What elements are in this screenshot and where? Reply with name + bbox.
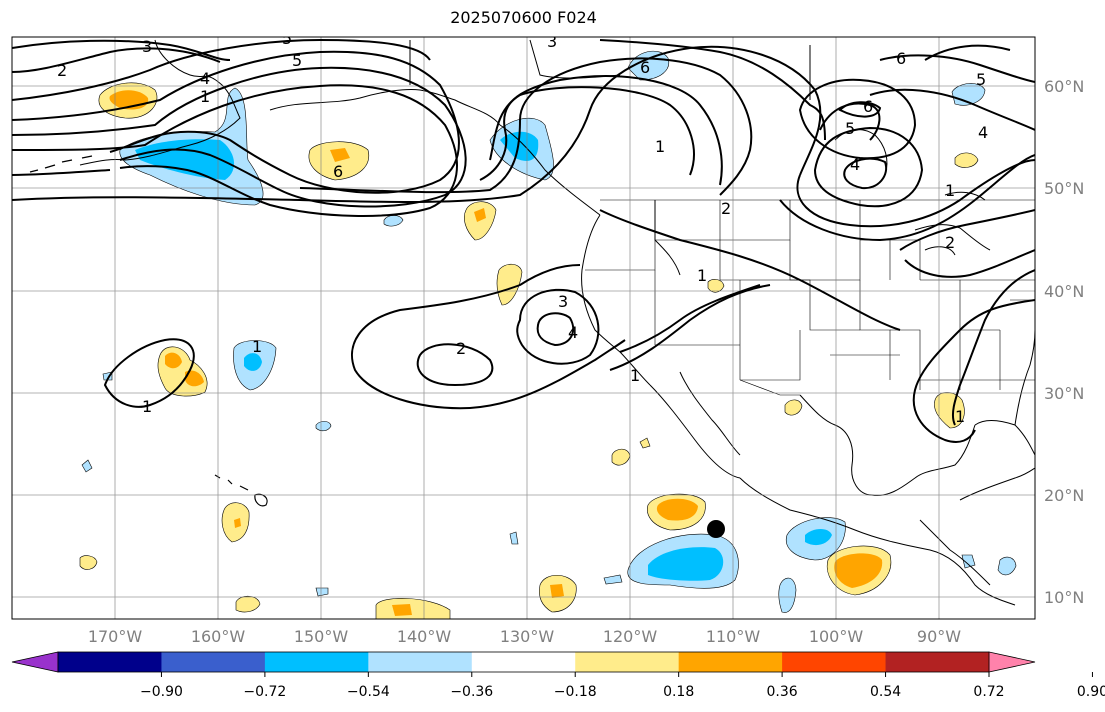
contour-label: 5 bbox=[845, 119, 855, 138]
lat-tick: 30°N bbox=[1044, 384, 1084, 403]
contour-label: 4 bbox=[568, 323, 578, 342]
colorbar-extend-high bbox=[988, 651, 1036, 673]
colorbar-label: 0.90 bbox=[1077, 684, 1105, 700]
graticule bbox=[12, 37, 1035, 619]
lat-tick: 60°N bbox=[1044, 77, 1084, 96]
colorbar-segment bbox=[678, 652, 783, 672]
contour-label: 2 bbox=[456, 339, 466, 358]
contour-label: 6 bbox=[640, 58, 650, 77]
contour-label: 2 bbox=[57, 61, 67, 80]
colorbar-segment bbox=[161, 652, 266, 672]
contour-label: 1 bbox=[200, 87, 210, 106]
contour-lines bbox=[12, 38, 1035, 443]
contour-label: 5 bbox=[976, 70, 986, 89]
lon-tick: 110°W bbox=[706, 627, 761, 646]
colorbar-label: 0.72 bbox=[973, 684, 1004, 700]
colorbar: −0.90 −0.72 −0.54 −0.36 −0.18 0.18 0.36 0.54 0.7… bbox=[11, 651, 1105, 700]
colorbar-label: −0.90 bbox=[140, 684, 183, 700]
contour-label: 3 bbox=[547, 32, 557, 51]
colorbar-label: 0.18 bbox=[663, 684, 694, 700]
colorbar-segment bbox=[264, 652, 369, 672]
colorbar-label: 0.54 bbox=[870, 684, 901, 700]
contour-label: 6 bbox=[896, 49, 906, 68]
map-title: 2025070600 F024 bbox=[450, 8, 597, 27]
colorbar-frame bbox=[57, 651, 990, 673]
colorbar-extend-low bbox=[11, 651, 59, 673]
lon-tick: 90°W bbox=[917, 627, 961, 646]
contour-label: 1 bbox=[630, 366, 640, 385]
lon-tick: 160°W bbox=[191, 627, 246, 646]
colorbar-label: −0.36 bbox=[450, 684, 493, 700]
longitude-labels: 170°W 160°W 150°W 140°W 130°W 120°W 110°… bbox=[88, 627, 961, 646]
lon-tick: 120°W bbox=[603, 627, 658, 646]
colorbar-segment bbox=[368, 652, 473, 672]
contour-label: 5 bbox=[282, 29, 292, 48]
colorbar-segment bbox=[885, 652, 990, 672]
colorbar-label: −0.72 bbox=[243, 684, 286, 700]
lon-tick: 150°W bbox=[294, 627, 349, 646]
colorbar-segment bbox=[58, 652, 162, 672]
lon-tick: 140°W bbox=[397, 627, 452, 646]
lon-tick: 100°W bbox=[809, 627, 864, 646]
contour-label: 4 bbox=[850, 155, 860, 174]
coastlines bbox=[29, 39, 1035, 606]
contour-label: 5 bbox=[292, 51, 302, 70]
contour-label: 2 bbox=[721, 199, 731, 218]
contour-label: 4 bbox=[978, 123, 988, 142]
colorbar-label: −0.18 bbox=[554, 684, 597, 700]
contour-label: 1 bbox=[142, 397, 152, 416]
contour-label: 6 bbox=[333, 162, 343, 181]
contour-label: 1 bbox=[697, 266, 707, 285]
contour-label: 1 bbox=[655, 137, 665, 156]
contour-label: 6 bbox=[863, 97, 873, 116]
latitude-labels: 60°N 50°N 40°N 30°N 20°N 10°N bbox=[1044, 77, 1084, 607]
contour-label: 4 bbox=[200, 69, 210, 88]
lat-tick: 20°N bbox=[1044, 486, 1084, 505]
map-frame bbox=[11, 36, 1036, 620]
lon-tick: 130°W bbox=[500, 627, 555, 646]
lat-tick: 50°N bbox=[1044, 179, 1084, 198]
colorbar-label: 0.36 bbox=[767, 684, 798, 700]
storm-position-dot bbox=[707, 520, 725, 538]
contour-label: 3 bbox=[142, 37, 152, 56]
colorbar-label: −0.54 bbox=[347, 684, 390, 700]
contour-label: 2 bbox=[945, 233, 955, 252]
lat-tick: 10°N bbox=[1044, 588, 1084, 607]
colorbar-segment bbox=[575, 652, 680, 672]
lat-tick: 40°N bbox=[1044, 282, 1084, 301]
colorbar-segment bbox=[782, 652, 887, 672]
contour-label: 1 bbox=[945, 181, 955, 200]
contour-label: 1 bbox=[252, 337, 262, 356]
contour-label: 1 bbox=[955, 407, 965, 426]
contour-label: 3 bbox=[558, 292, 568, 311]
lon-tick: 170°W bbox=[88, 627, 143, 646]
colorbar-segment bbox=[471, 652, 576, 672]
contour-label-layer: 3 2 5 4 6 5 3 6 6 5 4 5 6 4 1 2 2 1 3 4 … bbox=[57, 29, 988, 426]
